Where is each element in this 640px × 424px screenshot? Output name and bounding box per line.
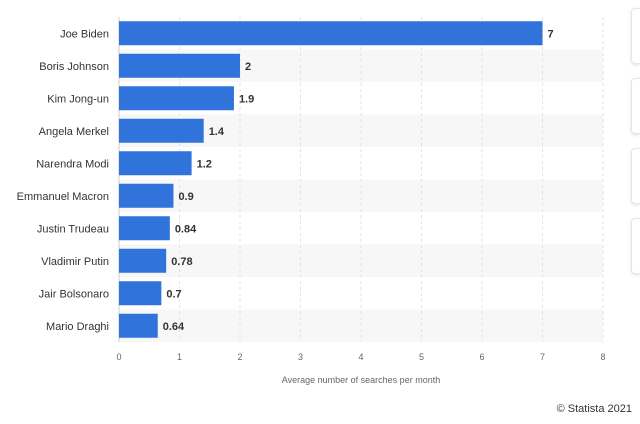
bar <box>119 248 167 273</box>
side-panel-tab[interactable] <box>631 218 640 274</box>
x-tick-label: 5 <box>419 352 424 362</box>
category-label: Kim Jong-un <box>47 93 109 105</box>
value-label: 1.4 <box>209 126 225 138</box>
value-label: 0.9 <box>178 191 193 203</box>
x-tick-label: 1 <box>177 352 182 362</box>
x-tick-label: 0 <box>116 352 121 362</box>
value-label: 1.9 <box>239 93 254 105</box>
side-panel-tab[interactable] <box>631 8 640 64</box>
bar <box>119 183 174 208</box>
category-label: Vladimir Putin <box>41 256 109 268</box>
bar <box>119 151 192 176</box>
bar <box>119 21 543 46</box>
value-label: 0.7 <box>166 288 181 300</box>
bar <box>119 118 204 143</box>
x-tick-label: 8 <box>600 352 605 362</box>
x-tick-label: 6 <box>479 352 484 362</box>
x-tick-label: 4 <box>358 352 363 362</box>
value-label: 0.78 <box>171 256 192 268</box>
bar <box>119 281 162 306</box>
x-tick-label: 2 <box>237 352 242 362</box>
side-panel-tab[interactable] <box>631 78 640 134</box>
value-label: 7 <box>548 28 554 40</box>
side-panel-tab[interactable] <box>631 148 640 204</box>
row-stripe <box>119 179 603 212</box>
bar <box>119 313 158 338</box>
category-label: Boris Johnson <box>39 61 109 73</box>
category-label: Emmanuel Macron <box>17 191 109 203</box>
category-label: Mario Draghi <box>46 321 109 333</box>
copyright-notice: © Statista 2021 <box>556 403 632 415</box>
value-label: 2 <box>245 61 251 73</box>
value-label: 0.84 <box>175 223 197 235</box>
value-label: 1.2 <box>197 158 212 170</box>
category-label: Angela Merkel <box>39 126 109 138</box>
value-label: 0.64 <box>163 321 185 333</box>
bar <box>119 86 234 111</box>
category-label: Narendra Modi <box>36 158 109 170</box>
bar <box>119 53 240 78</box>
x-tick-label: 3 <box>298 352 303 362</box>
bar <box>119 216 170 241</box>
category-label: Justin Trudeau <box>37 223 109 235</box>
category-label: Jair Bolsonaro <box>39 288 109 300</box>
x-tick-label: 7 <box>540 352 545 362</box>
x-axis-title: Average number of searches per month <box>282 375 440 385</box>
category-label: Joe Biden <box>60 28 109 40</box>
